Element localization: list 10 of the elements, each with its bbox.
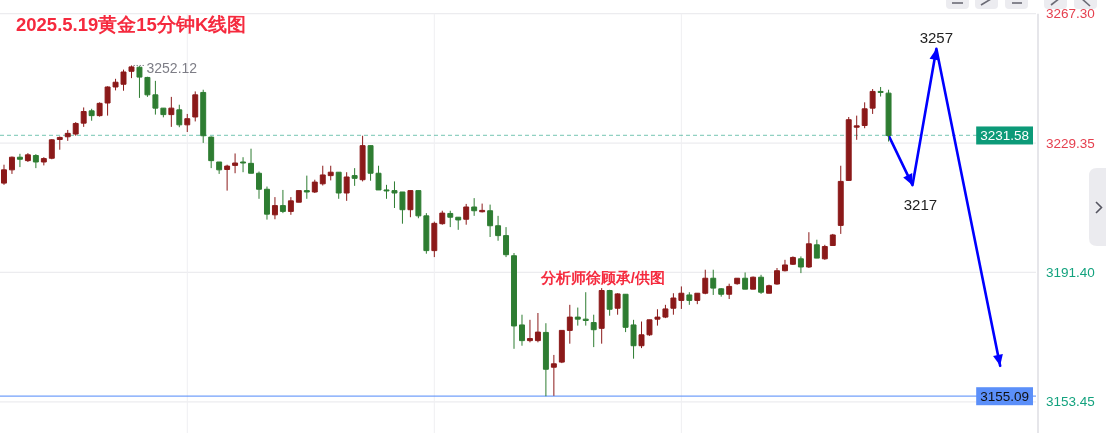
ref-line-tag: 3155.09 — [976, 387, 1033, 406]
ref-line-label: 3155.09 — [980, 388, 1029, 404]
annotation: 3252.12 — [146, 60, 198, 77]
chart-title: 2025.5.19黄金15分钟K线图 — [16, 14, 247, 35]
y-tick-label: 3267.30 — [1046, 6, 1095, 22]
y-tick-label: 3191.40 — [1046, 264, 1095, 280]
y-tick-label: 3229.35 — [1046, 135, 1095, 151]
y-tick-label: 3153.45 — [1046, 394, 1095, 410]
annotation: 分析师徐顾承/供图 — [539, 269, 665, 286]
annotation: 3257 — [919, 28, 954, 46]
